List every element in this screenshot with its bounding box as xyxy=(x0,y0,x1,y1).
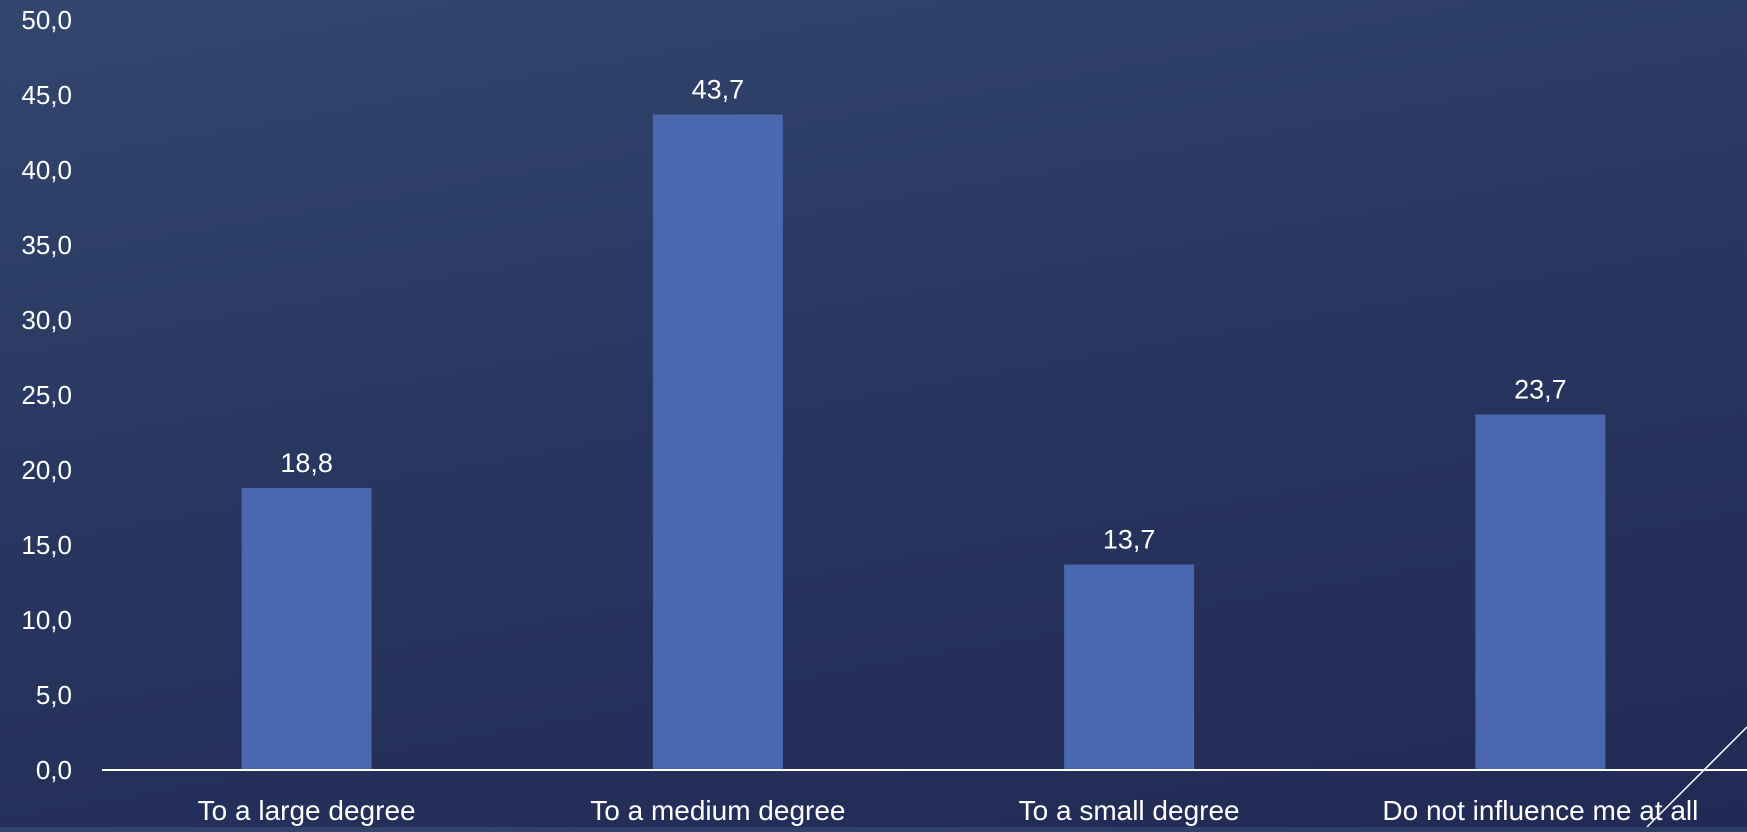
category-label: Do not influence me at all xyxy=(1382,795,1698,826)
bar xyxy=(1064,564,1195,770)
data-label: 43,7 xyxy=(692,75,745,105)
y-tick-label: 15,0 xyxy=(21,530,72,560)
y-tick-label: 25,0 xyxy=(21,380,72,410)
y-tick-label: 0,0 xyxy=(36,755,72,785)
data-label: 18,8 xyxy=(280,448,333,478)
y-tick-label: 40,0 xyxy=(21,155,72,185)
y-tick-label: 50,0 xyxy=(21,5,72,35)
y-tick-label: 20,0 xyxy=(21,455,72,485)
x-axis-category-labels: To a large degree To a medium degree To a … xyxy=(198,795,1699,826)
data-label: 23,7 xyxy=(1514,375,1567,405)
decorative-diagonal-line xyxy=(1646,726,1747,828)
bars xyxy=(241,114,1606,770)
y-tick-label: 45,0 xyxy=(21,80,72,110)
bar xyxy=(1475,414,1606,770)
bar xyxy=(652,114,783,770)
bar xyxy=(241,488,372,770)
y-tick-label: 30,0 xyxy=(21,305,72,335)
data-labels: 18,8 43,7 13,7 23,7 xyxy=(280,75,1566,555)
y-tick-label: 35,0 xyxy=(21,230,72,260)
y-tick-label: 5,0 xyxy=(36,680,72,710)
y-axis-ticks: 0,0 5,0 10,0 15,0 20,0 25,0 30,0 35,0 40,0 45,0 50… xyxy=(21,5,72,785)
category-label: To a medium degree xyxy=(590,795,845,826)
data-label: 13,7 xyxy=(1103,525,1156,555)
y-tick-label: 10,0 xyxy=(21,605,72,635)
category-label: To a small degree xyxy=(1019,795,1240,826)
category-label: To a large degree xyxy=(198,795,416,826)
